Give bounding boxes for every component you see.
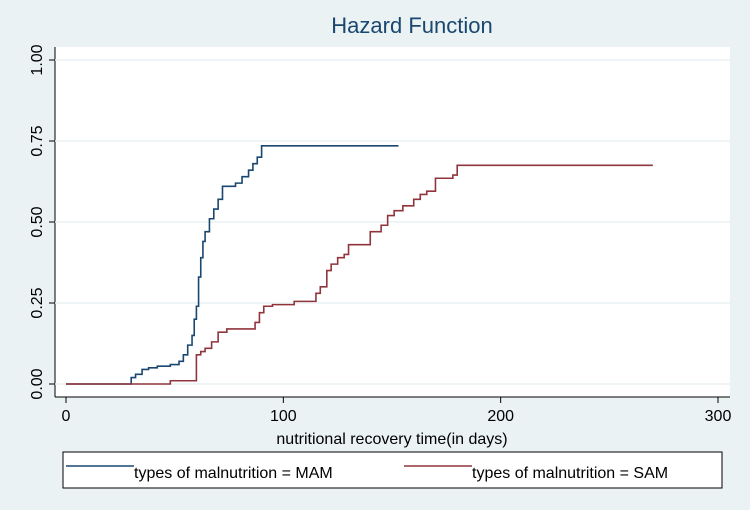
x-tick-label: 200 xyxy=(487,408,514,425)
legend-label: types of malnutrition = SAM xyxy=(472,465,668,482)
series-line xyxy=(66,164,653,385)
y-tick-label: 0.75 xyxy=(29,125,46,156)
chart-title: Hazard Function xyxy=(331,13,492,38)
x-axis-label: nutritional recovery time(in days) xyxy=(276,431,507,448)
x-tick-label: 100 xyxy=(270,408,297,425)
y-tick-label: 1.00 xyxy=(29,44,46,75)
series-line xyxy=(66,145,399,385)
legend-label: types of malnutrition = MAM xyxy=(134,465,333,482)
x-tick-label: 0 xyxy=(62,408,71,425)
y-tick-label: 0.25 xyxy=(29,287,46,318)
y-tick-label: 0.50 xyxy=(29,206,46,237)
x-tick-label: 300 xyxy=(705,408,732,425)
y-tick-label: 0.00 xyxy=(29,368,46,399)
legend-box xyxy=(62,451,723,489)
